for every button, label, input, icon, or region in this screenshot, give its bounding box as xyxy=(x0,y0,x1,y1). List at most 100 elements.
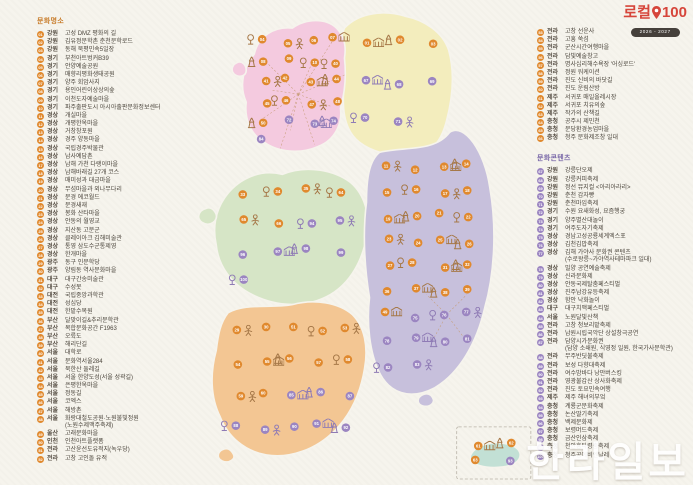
number-badge: 83 xyxy=(537,306,544,314)
place-name: 달맞이길&추리문학관 xyxy=(65,317,119,324)
number-badge: 31 xyxy=(37,276,44,284)
event-name: 수원 요새화성, 요즘행궁 xyxy=(565,209,626,216)
number-badge: 91 xyxy=(537,378,544,386)
region-capital xyxy=(241,19,347,152)
map-marker-73: 73 xyxy=(310,118,332,129)
list-item: 21 경상 문경 에코월드 xyxy=(37,194,195,202)
map-marker-55: 55 xyxy=(262,356,285,366)
list-item: 20 경상 무섬마을과 외나무다리 xyxy=(37,186,195,194)
event-name: 여수밤바다 낭만버스킹 xyxy=(565,370,622,377)
number-badge: 32 xyxy=(37,284,44,292)
svg-text:16: 16 xyxy=(414,187,419,192)
list-item: 01 강원 고성 DMZ 평화의 길 xyxy=(37,31,195,38)
number-badge: 85 xyxy=(537,322,544,330)
number-badge: 20 xyxy=(37,186,44,194)
number-badge: 25 xyxy=(37,227,44,235)
place-name: 고성 DMZ 평화의 길 xyxy=(65,31,117,37)
number-badge: 63 xyxy=(537,110,544,118)
list-item: 57 전라 명사십리해수욕장 '어싱로드' xyxy=(537,61,691,69)
number-badge: 59 xyxy=(537,78,544,86)
region-label: 전라 xyxy=(547,86,559,93)
number-badge: 01 xyxy=(37,31,44,38)
svg-text:09: 09 xyxy=(287,56,292,61)
svg-text:99: 99 xyxy=(339,250,344,255)
place-name: 북한산 둘레길 xyxy=(65,366,100,373)
number-badge: 66 xyxy=(537,135,544,143)
map-marker-41: 41 xyxy=(261,75,282,88)
map-marker-66: 66 xyxy=(274,219,284,228)
place-name: 서귀포 치유의숲 xyxy=(565,102,606,109)
map-marker-53: 53 xyxy=(340,322,361,334)
number-badge: 58 xyxy=(537,69,544,77)
region-label: 강원 xyxy=(547,184,559,191)
event-subname: (담양 소쇄원, 식영정 일원, 한국가사문학관) xyxy=(565,346,673,353)
region-chungcheong xyxy=(213,168,369,306)
svg-text:85: 85 xyxy=(289,393,294,398)
map-marker-75: 75 xyxy=(410,313,420,323)
region-label: 경상 xyxy=(547,233,559,240)
list-item: 27 경상 통영 삼도수군통제영 xyxy=(37,243,195,251)
region-label: 전라 xyxy=(547,339,559,346)
number-badge: 53 xyxy=(537,29,544,36)
svg-text:19: 19 xyxy=(386,217,391,222)
number-badge: 88 xyxy=(537,354,544,362)
svg-text:59: 59 xyxy=(238,394,243,399)
region-label: 서울 xyxy=(47,366,59,373)
map-marker-29: 29 xyxy=(232,324,253,336)
map-marker-94: 94 xyxy=(296,218,317,229)
list-item: 25 경상 지산동 고분군 xyxy=(37,227,195,235)
list-item: 45 서울 정동길 xyxy=(37,391,195,399)
map-marker-37: 37 xyxy=(411,283,434,293)
event-name: 보령머드축제 xyxy=(565,428,599,435)
map-marker-20: 20 xyxy=(401,211,422,222)
map-marker-71: 71 xyxy=(393,116,414,128)
list-item: 89 전라 보성 다향대축제 xyxy=(537,362,691,370)
svg-text:40: 40 xyxy=(333,61,338,66)
number-badge: 62 xyxy=(537,102,544,110)
svg-text:79: 79 xyxy=(414,335,419,340)
map-marker-99: 99 xyxy=(336,248,346,257)
place-name: 한개마을 xyxy=(65,252,88,259)
svg-text:73: 73 xyxy=(312,121,317,126)
number-badge: 52 xyxy=(37,455,44,463)
map-marker-67: 67 xyxy=(361,75,384,85)
list-item: 58 전라 정원 워케이션 xyxy=(537,69,691,77)
place-name: 해리단길 xyxy=(65,342,88,349)
number-badge: 56 xyxy=(537,53,544,61)
list-item: 36 부산 달맞이길&추리문학관 xyxy=(37,317,195,325)
place-name: 군산시간여행마을 xyxy=(565,45,610,52)
region-label: 광주 xyxy=(47,260,59,267)
number-badge: 54 xyxy=(537,37,544,45)
number-badge: 77 xyxy=(537,250,544,258)
region-label: 경상 xyxy=(47,137,59,144)
map-marker-17: 17 xyxy=(440,188,461,200)
svg-text:82: 82 xyxy=(386,365,391,370)
list-item: 41 서울 문화역서울284 xyxy=(37,358,195,366)
region-label: 경상 xyxy=(47,121,59,128)
number-badge: 26 xyxy=(37,235,44,243)
region-label: 경상 xyxy=(547,273,559,280)
number-badge: 86 xyxy=(537,331,544,338)
svg-text:43: 43 xyxy=(308,80,313,85)
event-name: 신라문화제 xyxy=(565,273,593,280)
map-marker-76: 76 xyxy=(429,309,449,321)
map-marker-68: 68 xyxy=(383,79,404,90)
map-marker-03: 03 xyxy=(428,39,438,49)
list-item: 52 전라 고창 고인돌 유적 xyxy=(37,455,195,463)
region-label: 인천 xyxy=(47,439,59,446)
svg-text:12: 12 xyxy=(413,167,418,172)
logo-brand-text: 로컬 xyxy=(623,4,651,21)
svg-text:78: 78 xyxy=(385,338,390,343)
map-marker-64: 64 xyxy=(326,187,346,198)
number-badge: 13 xyxy=(37,129,44,137)
svg-text:29: 29 xyxy=(234,328,239,333)
map-marker-10: 10 xyxy=(299,57,320,69)
place-name: 대구간송미술관 xyxy=(65,276,104,283)
list-item: 05 경기 안양예술공원 xyxy=(37,63,195,71)
list-item: 60 전라 진도 운림산방 xyxy=(537,86,691,94)
region-label: 강원 xyxy=(547,193,559,199)
number-badge: 37 xyxy=(37,325,44,333)
place-name: 동구 인문학당 xyxy=(65,260,100,267)
contents-header: 문화콘텐츠 xyxy=(537,155,571,163)
svg-text:30: 30 xyxy=(264,325,269,330)
